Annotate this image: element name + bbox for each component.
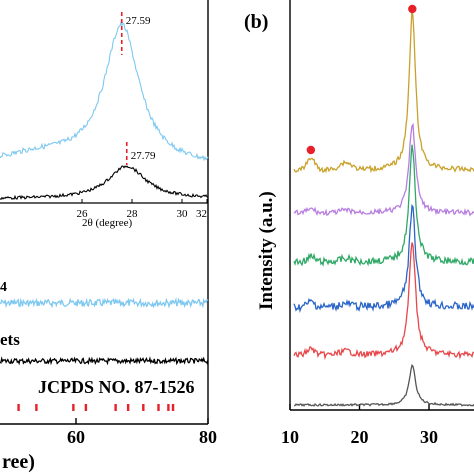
- panel-b-marker-dot: [306, 145, 316, 155]
- inset-peak-label-black: 27.79: [131, 150, 156, 162]
- left-x-tick-label: 60: [67, 427, 85, 447]
- panel-b-series-line: [293, 122, 474, 217]
- left-x-axis-label: ree): [2, 451, 35, 473]
- left-panel: 60 80 ree) 4 ets JCPDS NO. 87-1526: [0, 0, 217, 473]
- panel-b-label: (b): [244, 11, 268, 33]
- panel-b-series-line: [293, 204, 474, 314]
- panel-b-x-tick-label: 30: [420, 427, 438, 447]
- reference-lines: [17, 404, 175, 411]
- inset-x-tick-label: 28: [127, 208, 139, 220]
- panel-b-marker-dot: [408, 4, 417, 14]
- panel-b-series-line: [293, 144, 474, 267]
- left-series-blue: [0, 297, 209, 309]
- inset-series-black: [0, 165, 209, 201]
- left-x-tick-label: 80: [199, 427, 217, 447]
- panel-b-x-tick-label: 20: [351, 427, 369, 447]
- inset-x-ticks: [81, 199, 208, 203]
- left-series-blue-label: 4: [0, 280, 7, 295]
- inset-x-axis-label: 2θ (degree): [82, 217, 132, 229]
- inset-x-tick-label: 32: [196, 208, 207, 220]
- panel-b-x-tick-labels: 10 20 30: [281, 427, 438, 447]
- inset-x-tick-labels: 26 28 30 32: [77, 208, 208, 220]
- panel-b-markers: [306, 4, 417, 155]
- panel-b: 10 20 30 (b) Intensity (a.u.): [244, 0, 474, 447]
- inset-series-blue: [0, 20, 209, 162]
- panel-b-series-line: [293, 8, 474, 174]
- left-series-black: [0, 356, 209, 366]
- panel-b-series-line: [293, 364, 474, 407]
- jcpds-label: JCPDS NO. 87-1526: [38, 377, 195, 397]
- panel-b-series-line: [293, 242, 474, 361]
- inset-x-tick-label: 30: [177, 208, 189, 220]
- left-x-tick-labels: 60 80: [67, 427, 217, 447]
- inset-x-tick-label: 26: [77, 208, 89, 220]
- inset-panel: 26 28 30 32 2θ (degree) 27.59 27.79: [0, 12, 209, 229]
- inset-peak-label-blue: 27.59: [126, 15, 151, 27]
- panel-b-series: [293, 8, 474, 407]
- panel-b-y-axis-label: Intensity (a.u.): [256, 191, 277, 310]
- left-series-black-label: ets: [0, 330, 20, 349]
- left-x-ticks: [75, 418, 209, 424]
- panel-b-x-tick-label: 10: [281, 427, 299, 447]
